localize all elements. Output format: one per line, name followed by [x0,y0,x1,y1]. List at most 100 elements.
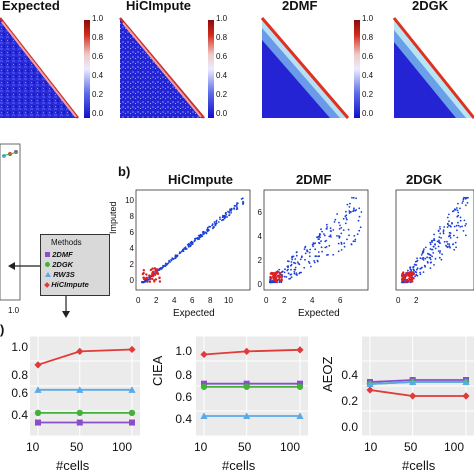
scatter-point [413,269,415,272]
scatter-point-highlight [151,277,154,281]
scatter-point [295,254,298,257]
scatter-point [230,212,232,214]
scatter-point [414,260,417,263]
scatter-point-highlight [156,271,159,275]
scatter-point [317,235,320,238]
scatter-point [340,243,343,245]
scatter-point [233,204,236,207]
cbar-tick: 1.0 [362,14,374,23]
scatter-point [294,258,297,260]
scatter-point-highlight [153,280,156,283]
scatter-point [439,226,441,228]
legend-item-hicimpute: HiCImpute [44,280,89,289]
scatter-point-highlight [270,276,273,279]
scatter-point [449,224,451,227]
scatter-point [461,225,463,228]
scatter-point [346,203,349,206]
scatter-point [212,227,214,230]
data-point-hicimpute [462,392,470,400]
cbar-tick: 1.0 [216,14,228,23]
scatter-point [420,254,423,256]
scatter-point-highlight [141,272,145,276]
scatter-point [304,258,306,261]
scatter-point-highlight [275,271,278,274]
scatter-point [211,223,214,226]
data-point-2dmf [76,419,83,426]
scatter-point [354,238,357,241]
scatter-point [416,274,419,277]
scatter-point [311,243,314,246]
scatter-point [439,232,442,235]
scatter-point [317,251,320,253]
xtick: 10 [224,296,233,305]
scatter-point [459,219,462,222]
scatter-point [333,221,336,223]
ytick: 10 [125,196,134,205]
scatter-point [462,198,465,201]
scatter-point [421,252,424,255]
scatter-point [344,222,347,225]
xtick: 8 [208,296,213,305]
scatter-point [307,260,310,263]
scatter-point [423,248,425,250]
scatter-point [465,196,468,199]
scatter-point [429,267,432,269]
scatter-point-highlight [404,280,407,284]
colorbar-ticks-2dmf: 1.0 0.8 0.6 0.4 0.2 0.0 [362,14,382,122]
scatter-point [438,236,441,238]
scatter-point-highlight [280,278,283,282]
data-point-rw3s [128,386,136,393]
scatter-point [456,207,458,209]
colorbar-2dmf [354,20,360,118]
ytick: 6 [129,228,134,237]
scatter-point [459,207,461,210]
scatter-point [461,202,464,204]
scatter-point [326,226,328,228]
scatter-point [436,240,439,243]
scatter-point-highlight [278,278,281,281]
scatter-point [313,261,316,264]
scatter-point [326,254,328,256]
scatter-point [454,241,457,244]
xtick: 10 [194,440,208,454]
scatter-point [454,208,457,211]
xtick: 0 [264,296,269,305]
scatter-point [348,234,350,237]
panel-c-tag: ) [0,322,5,337]
scatter-point [226,216,229,218]
scatter-point [446,245,448,248]
scatter-point [206,228,209,231]
scatter-point [225,213,228,216]
scatter-point [351,196,353,199]
ytick: 4 [257,232,262,241]
xtick: 10 [364,440,378,454]
scatter-point [360,211,363,213]
scatter-point-highlight [148,280,152,283]
scatter-point [162,264,165,267]
scatter3-xticks: 0 2 [396,296,456,306]
scatter-point [453,248,456,251]
scatter-plots [135,189,474,291]
scatter-point [412,266,414,269]
scatter-point [359,226,362,229]
scatter-point [290,261,293,263]
scatter-point [242,200,244,203]
line3-xticks: 10 50 100 [364,440,474,454]
scatter-point [174,254,177,257]
scatter-point [431,248,434,251]
scatter-point [456,229,458,232]
scatter-point [318,241,320,244]
xtick: 10 [26,440,40,454]
scatter-point [223,214,226,217]
scatter2-xticks: 0 2 4 6 [264,296,364,306]
scatter-point-highlight [151,272,154,275]
scatter-point [141,281,144,284]
scatter-frame [135,189,251,291]
square-icon [45,252,50,257]
left-strip-tick: 1.0 [8,306,20,315]
colorbar-hicimpute [208,20,214,118]
xtick: 4 [310,296,315,305]
scatter-point [174,256,177,259]
xtick: 100 [280,440,301,454]
scatter-point [336,213,338,215]
